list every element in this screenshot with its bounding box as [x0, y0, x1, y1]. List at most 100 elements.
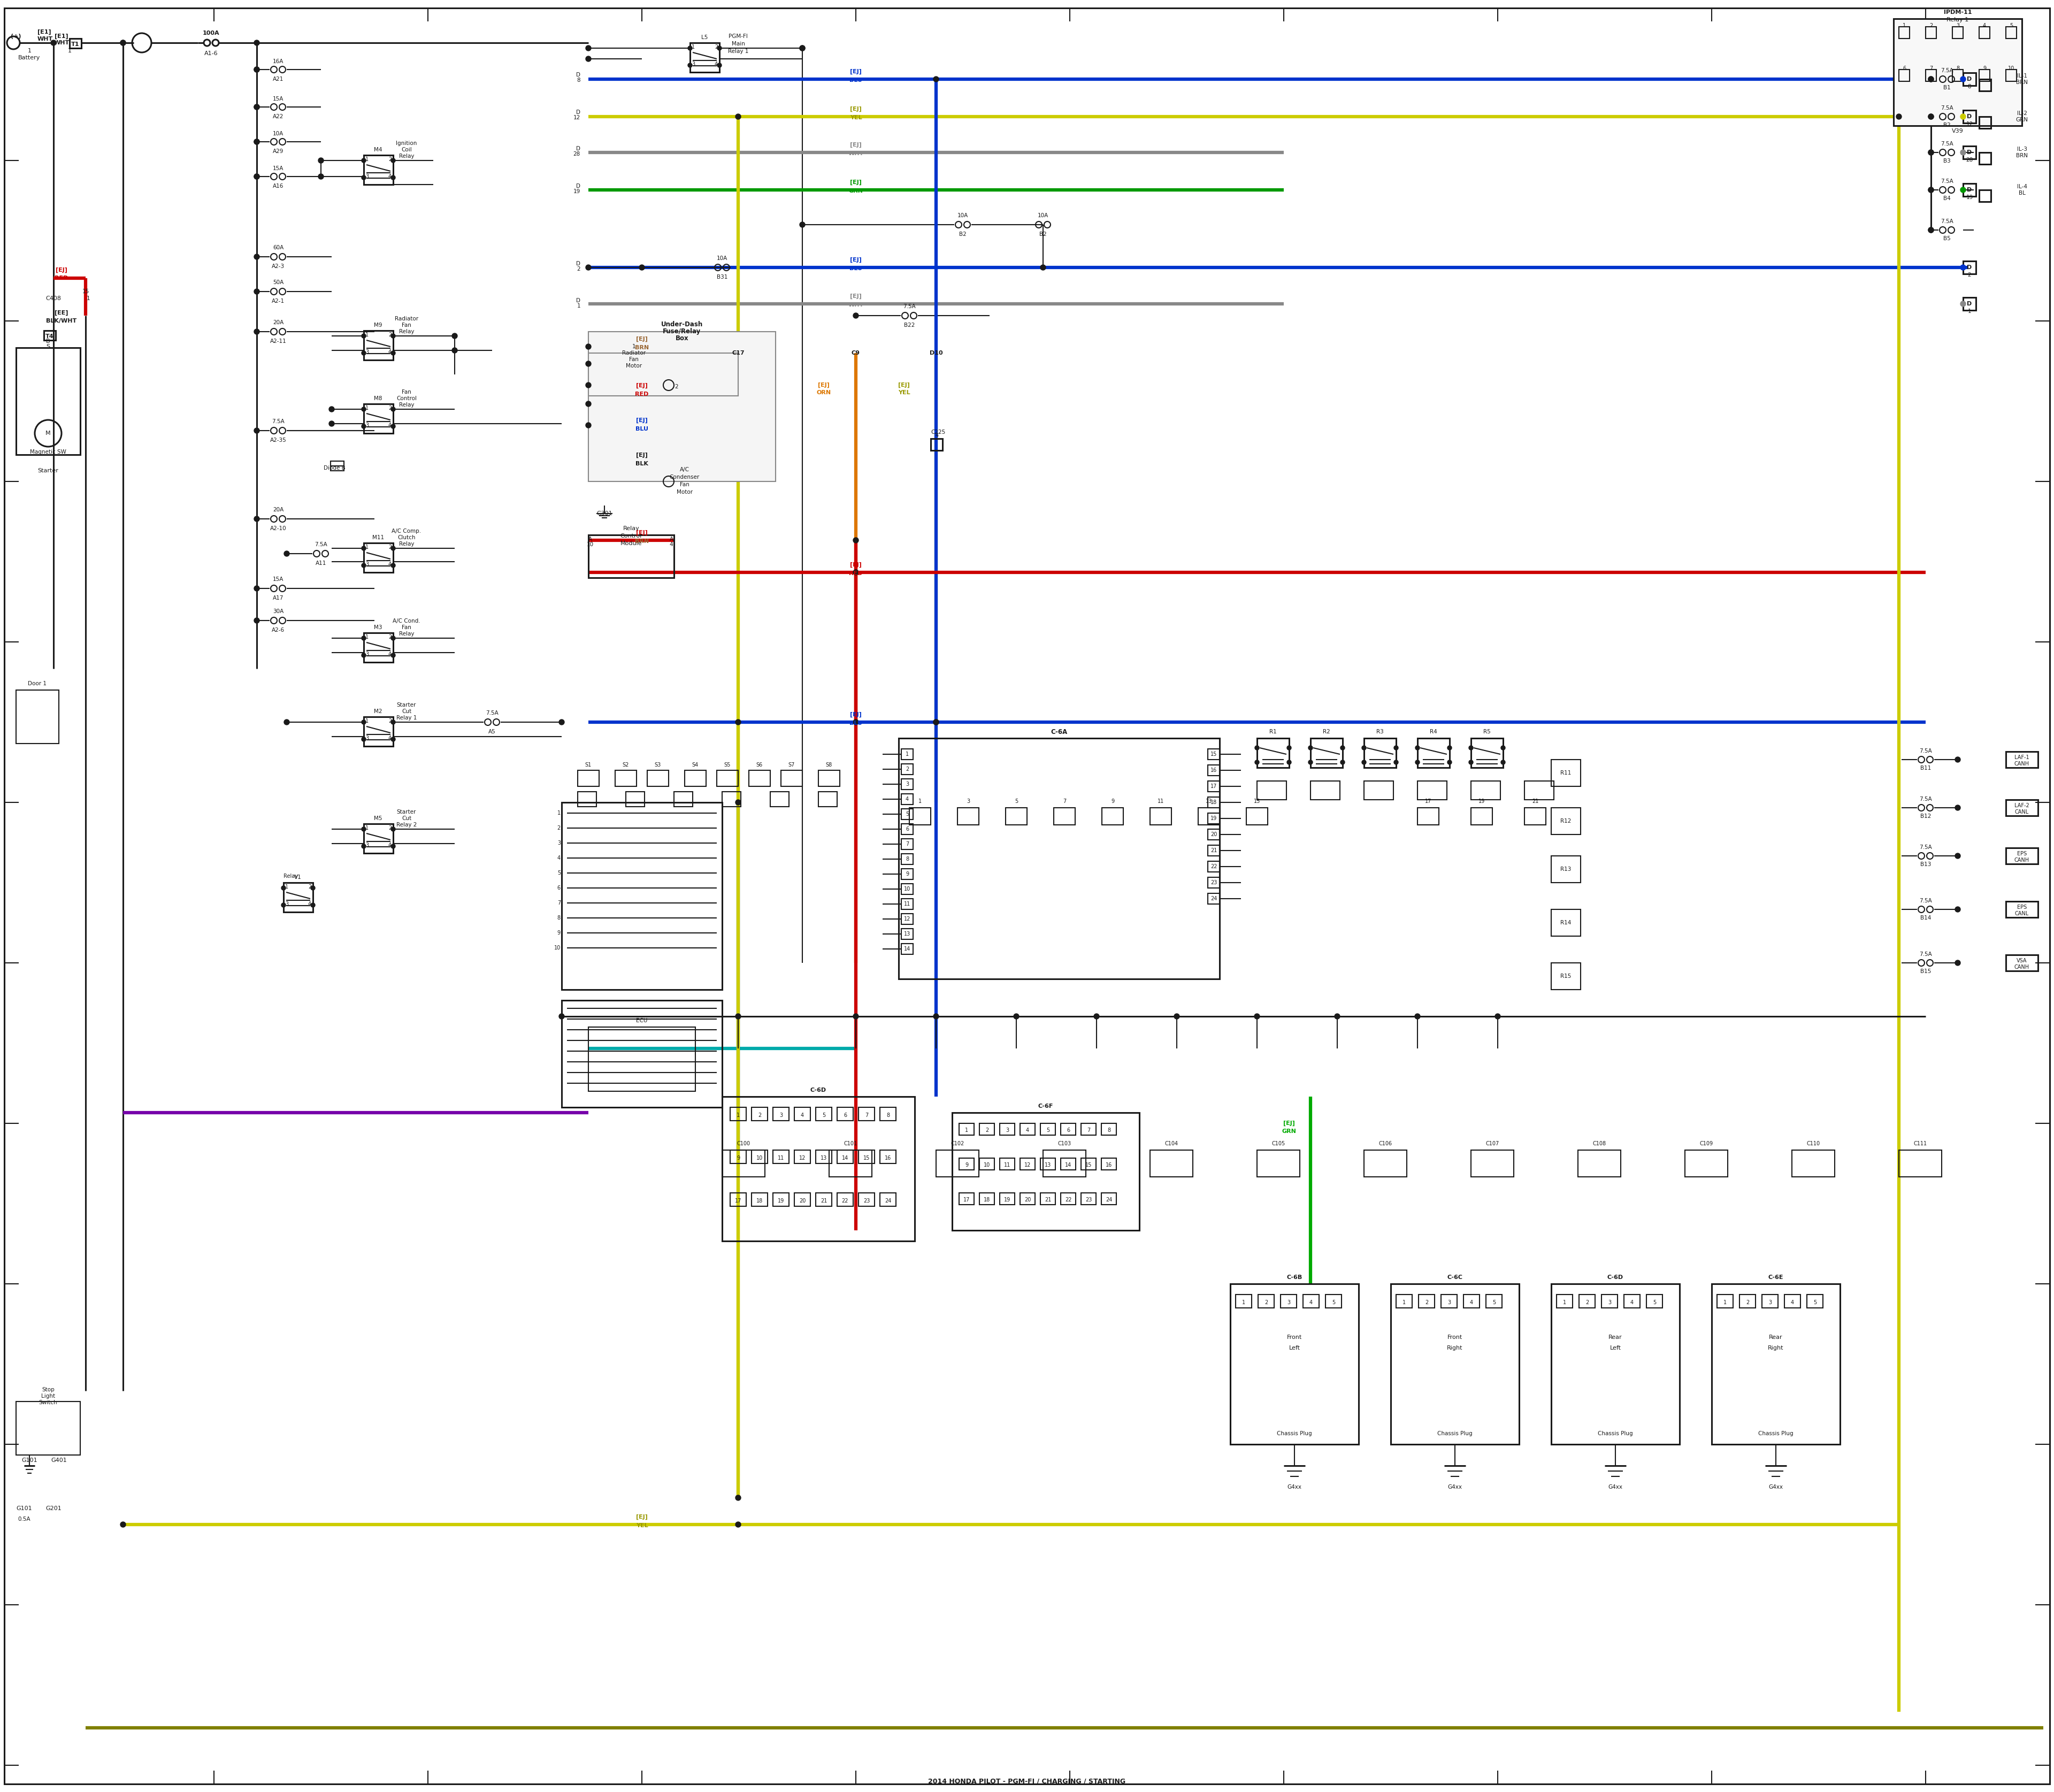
Text: 1: 1	[633, 344, 635, 349]
Text: Fan: Fan	[403, 389, 411, 394]
Bar	[690, 43, 719, 72]
Text: 7.5A: 7.5A	[904, 305, 916, 310]
Text: [EJ]: [EJ]	[850, 68, 863, 75]
Circle shape	[362, 826, 366, 831]
Text: 10: 10	[984, 1163, 990, 1168]
Bar	[859, 1150, 875, 1163]
Text: 2: 2	[986, 1127, 988, 1133]
Bar	[16, 348, 80, 455]
Text: 3: 3	[366, 735, 368, 740]
Circle shape	[362, 652, 366, 658]
Text: 10: 10	[2009, 66, 2015, 72]
Text: 1: 1	[918, 799, 922, 805]
Text: 6: 6	[1902, 66, 1906, 72]
Text: IPDM-11: IPDM-11	[1943, 9, 1972, 14]
Text: 11: 11	[1158, 799, 1165, 805]
Text: 21: 21	[820, 1199, 828, 1204]
Circle shape	[390, 652, 394, 658]
Text: 12: 12	[573, 115, 581, 120]
Text: D10: D10	[930, 351, 943, 357]
Text: 7: 7	[1929, 66, 1933, 72]
Text: 19: 19	[573, 188, 581, 194]
Text: Front: Front	[1288, 1335, 1302, 1340]
Text: D: D	[1968, 265, 1972, 271]
Circle shape	[1362, 745, 1366, 751]
Text: LAF-2
CANL: LAF-2 CANL	[2015, 803, 2029, 815]
Circle shape	[362, 547, 366, 550]
Text: ORN: ORN	[817, 391, 832, 396]
Text: 9: 9	[906, 871, 908, 876]
Text: Relay: Relay	[622, 525, 639, 530]
Text: 9: 9	[557, 930, 561, 935]
Text: 1: 1	[1403, 1299, 1405, 1305]
Text: ECU: ECU	[637, 1018, 647, 1023]
Bar	[1060, 1193, 1076, 1204]
Circle shape	[362, 351, 366, 355]
Circle shape	[362, 158, 366, 163]
Bar	[561, 1000, 723, 1107]
Text: 2: 2	[715, 45, 719, 50]
Text: R2: R2	[1323, 729, 1331, 735]
Text: 7: 7	[906, 842, 908, 848]
Circle shape	[585, 423, 592, 428]
Text: 4: 4	[557, 855, 561, 860]
Text: R4: R4	[1430, 729, 1438, 735]
Text: WHT: WHT	[848, 303, 863, 308]
Text: [EJ]: [EJ]	[817, 382, 830, 387]
Circle shape	[255, 174, 259, 179]
Bar	[752, 1150, 768, 1163]
Bar	[1208, 781, 1220, 792]
Bar	[1364, 1150, 1407, 1177]
Text: PGM-FI: PGM-FI	[729, 34, 748, 39]
Bar	[1060, 1124, 1076, 1134]
Text: 2: 2	[1746, 1299, 1750, 1305]
Circle shape	[1448, 745, 1452, 751]
Bar	[1647, 1294, 1662, 1308]
Text: Rear: Rear	[1608, 1335, 1623, 1340]
Circle shape	[559, 719, 565, 724]
Bar	[1080, 1158, 1097, 1170]
Text: 100A: 100A	[203, 30, 220, 36]
Bar	[772, 1107, 789, 1120]
Text: D: D	[1968, 301, 1972, 306]
Circle shape	[1929, 115, 1933, 120]
Text: B: B	[45, 339, 49, 344]
Text: Box: Box	[676, 335, 688, 342]
Bar	[1551, 857, 1582, 883]
Text: 7.5A: 7.5A	[1941, 68, 1953, 73]
Bar	[902, 839, 914, 849]
Text: 19: 19	[1966, 195, 1974, 201]
Text: C110: C110	[1808, 1142, 1820, 1147]
Text: G101: G101	[21, 1457, 37, 1462]
Bar	[1417, 808, 1440, 824]
Bar	[561, 803, 723, 989]
Bar	[859, 1193, 875, 1206]
Text: YEL: YEL	[898, 391, 910, 396]
Bar	[879, 1107, 896, 1120]
Bar	[647, 771, 670, 787]
Text: B1: B1	[1943, 84, 1951, 90]
Bar	[1101, 1158, 1115, 1170]
Bar	[1101, 1124, 1115, 1134]
Text: 4: 4	[388, 735, 392, 740]
Text: 2: 2	[577, 267, 581, 272]
Text: [EJ]: [EJ]	[637, 383, 647, 389]
Bar	[684, 771, 707, 787]
Circle shape	[1469, 745, 1473, 751]
Text: A16: A16	[273, 183, 283, 188]
Text: 2: 2	[388, 634, 392, 640]
Text: 4: 4	[715, 61, 717, 66]
Circle shape	[390, 333, 394, 339]
Bar	[43, 330, 55, 340]
Text: B3: B3	[1943, 158, 1951, 163]
Text: 15: 15	[1210, 751, 1216, 756]
Text: 10A: 10A	[717, 256, 727, 262]
Bar	[980, 1193, 994, 1204]
Text: 4: 4	[388, 842, 392, 848]
Text: Front: Front	[1448, 1335, 1462, 1340]
Text: Control: Control	[620, 534, 643, 539]
Bar	[723, 1150, 764, 1177]
Text: 16: 16	[885, 1156, 891, 1161]
Bar	[1208, 862, 1220, 873]
Bar	[795, 1150, 811, 1163]
